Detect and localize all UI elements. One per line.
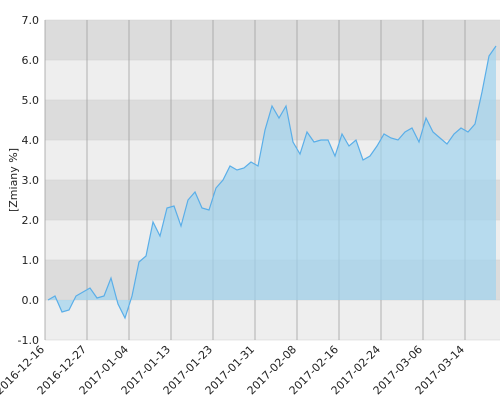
y-axis-label: [Zmiany %] bbox=[7, 148, 20, 212]
y-tick-label: 3.0 bbox=[22, 174, 40, 187]
y-tick-label: 7.0 bbox=[22, 14, 40, 27]
line bbox=[47, 45, 497, 320]
y-tick-label: 2.0 bbox=[22, 214, 40, 227]
y-tick-label: 6.0 bbox=[22, 54, 40, 67]
grid-band bbox=[45, 300, 500, 340]
y-tick-label: -1.0 bbox=[18, 334, 39, 347]
grid-band bbox=[45, 60, 500, 100]
y-tick-label: 0.0 bbox=[22, 294, 40, 307]
y-tick-label: 5.0 bbox=[22, 94, 40, 107]
area bbox=[48, 46, 496, 318]
grid-band bbox=[45, 20, 500, 60]
y-tick-label: 4.0 bbox=[22, 134, 40, 147]
y-tick-label: 1.0 bbox=[22, 254, 40, 267]
